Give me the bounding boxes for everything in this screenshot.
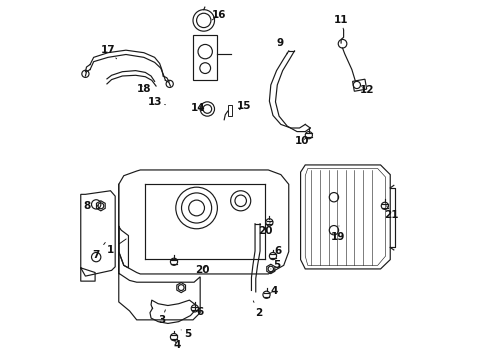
Text: 13: 13 — [147, 97, 166, 107]
Text: 6: 6 — [196, 307, 204, 317]
Bar — [353, 79, 367, 91]
Text: 20: 20 — [196, 265, 210, 275]
Text: 2: 2 — [253, 301, 262, 318]
Text: 12: 12 — [360, 85, 374, 95]
Bar — [193, 35, 218, 80]
Text: 6: 6 — [274, 246, 282, 256]
Text: 18: 18 — [137, 84, 151, 94]
Text: 9: 9 — [276, 38, 287, 54]
Text: 5: 5 — [181, 329, 191, 339]
Text: 5: 5 — [271, 260, 281, 270]
Text: 1: 1 — [107, 239, 126, 255]
Bar — [228, 105, 232, 116]
Text: 4: 4 — [173, 340, 180, 350]
Text: 14: 14 — [190, 103, 205, 113]
Text: 15: 15 — [237, 102, 251, 112]
Text: 16: 16 — [212, 10, 226, 20]
Text: 7: 7 — [93, 243, 105, 260]
Text: 8: 8 — [84, 201, 98, 211]
Text: 11: 11 — [334, 15, 348, 30]
Text: 20: 20 — [259, 222, 273, 236]
Text: 19: 19 — [330, 226, 344, 242]
Text: 10: 10 — [295, 136, 310, 146]
Text: 4: 4 — [270, 286, 277, 296]
Text: 17: 17 — [101, 45, 117, 59]
Text: 3: 3 — [158, 310, 166, 325]
Text: 21: 21 — [384, 206, 398, 220]
